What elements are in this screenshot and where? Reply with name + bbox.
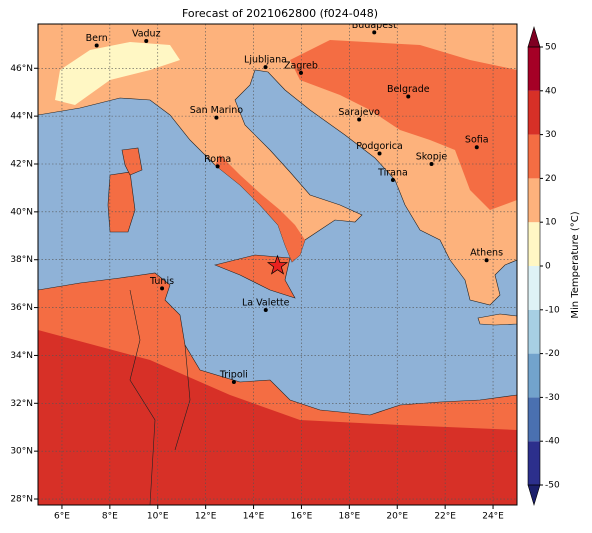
colorbar-segment bbox=[528, 309, 540, 354]
city-label: Skopje bbox=[416, 151, 448, 162]
y-tick-label: 34°N bbox=[10, 351, 33, 361]
y-tick-label: 38°N bbox=[10, 255, 33, 265]
x-tick-label: 10°E bbox=[147, 512, 169, 522]
colorbar-tick-label: 40 bbox=[545, 86, 557, 96]
alps-cool bbox=[55, 42, 180, 105]
x-tick-label: 14°E bbox=[243, 512, 265, 522]
colorbar-tick-label: -50 bbox=[545, 481, 560, 491]
colorbar-tick-label: 0 bbox=[545, 262, 551, 272]
city-dot bbox=[215, 164, 220, 169]
y-tick-label: 28°N bbox=[10, 495, 33, 505]
map-frame bbox=[37, 23, 518, 506]
city-label: Sofia bbox=[465, 135, 489, 146]
city-dot bbox=[263, 307, 268, 312]
city-label: Zagreb bbox=[284, 60, 318, 71]
border bbox=[129, 289, 156, 505]
x-tick-label: 20°E bbox=[386, 512, 408, 522]
colorbar-segment bbox=[528, 47, 540, 91]
city-label: Roma bbox=[204, 154, 231, 165]
colorbar-segment bbox=[528, 134, 540, 179]
city-label: Ljubljana bbox=[244, 55, 287, 66]
warm-balkans bbox=[290, 40, 517, 210]
africa-hot bbox=[38, 330, 517, 505]
city-dot bbox=[94, 43, 99, 48]
colorbar-tick-label: 20 bbox=[545, 174, 557, 184]
colorbar-tick-label: 50 bbox=[545, 43, 557, 53]
y-tick-label: 40°N bbox=[10, 207, 33, 217]
warm-italy bbox=[215, 155, 305, 262]
x-tick-label: 22°E bbox=[434, 512, 456, 522]
city-dot bbox=[214, 115, 219, 120]
corsica bbox=[121, 147, 143, 176]
y-tick-label: 30°N bbox=[10, 447, 33, 457]
city-dot bbox=[390, 178, 395, 183]
city-label: Tirana bbox=[377, 168, 408, 179]
location-marker bbox=[266, 254, 289, 275]
city-dot bbox=[357, 117, 362, 122]
city-dot bbox=[484, 258, 489, 263]
city-label: Podgorica bbox=[356, 141, 403, 152]
x-tick-label: 24°E bbox=[482, 512, 504, 522]
city-dot bbox=[429, 161, 434, 166]
city-label: Tunis bbox=[149, 276, 174, 287]
colorbar-segment bbox=[528, 90, 540, 135]
city-dot bbox=[231, 379, 236, 384]
colorbar-segment bbox=[528, 441, 540, 485]
x-tick-label: 16°E bbox=[291, 512, 313, 522]
city-dot bbox=[144, 38, 149, 43]
city-label: Athens bbox=[470, 248, 503, 259]
colorbar-tick-label: 30 bbox=[545, 130, 557, 140]
city-label: Sarajevo bbox=[338, 107, 380, 118]
x-tick-label: 8°E bbox=[102, 512, 118, 522]
city-label: Belgrade bbox=[387, 84, 430, 95]
sardinia bbox=[107, 171, 136, 233]
colorbar-tick-label: 10 bbox=[545, 218, 557, 228]
axes: 6°E 8°E 10°E 12°E 14°E 16°E 18°E 20°E 22°E 24°E 28… bbox=[10, 64, 504, 522]
colorbar-tick-label: -20 bbox=[545, 349, 560, 359]
city-dot bbox=[160, 286, 165, 291]
colorbar-segment bbox=[528, 178, 540, 223]
colorbar-extend-low bbox=[527, 484, 541, 507]
city-label: Budapest bbox=[352, 20, 397, 31]
colorbar-segment bbox=[528, 353, 540, 398]
x-tick-label: 12°E bbox=[195, 512, 217, 522]
border bbox=[174, 344, 191, 451]
y-tick-label: 36°N bbox=[10, 303, 33, 313]
city-dot bbox=[263, 65, 268, 70]
crete bbox=[477, 313, 517, 326]
city-dot bbox=[298, 70, 303, 75]
y-tick-label: 32°N bbox=[10, 399, 33, 409]
colorbar-label: Min Temperature (°C) bbox=[570, 211, 581, 318]
y-tick-label: 44°N bbox=[10, 112, 33, 122]
colorbar-segment bbox=[528, 222, 540, 266]
city-label: Vaduz bbox=[132, 28, 161, 39]
title: Forecast of 2021062800 (f024-048) bbox=[182, 7, 378, 20]
y-tick-label: 46°N bbox=[10, 64, 33, 74]
city-dot bbox=[406, 94, 411, 99]
colorbar: -50 -40 -30 -20 -10 0 10 20 30 40 50 bbox=[527, 25, 560, 507]
colorbar-segment bbox=[528, 397, 540, 442]
city-dot bbox=[474, 145, 479, 150]
city-label: La Valette bbox=[242, 297, 290, 308]
x-tick-label: 18°E bbox=[339, 512, 361, 522]
colorbar-tick-label: -40 bbox=[545, 437, 560, 447]
city-label: San Marino bbox=[190, 105, 243, 116]
x-tick-label: 6°E bbox=[54, 512, 70, 522]
city-dot bbox=[377, 151, 382, 156]
colorbar-extend-high bbox=[527, 25, 541, 48]
city-label: Bern bbox=[86, 33, 108, 44]
colorbar-segment bbox=[528, 266, 540, 310]
city-label: Tripoli bbox=[219, 369, 248, 380]
y-tick-label: 42°N bbox=[10, 159, 33, 169]
city-dot bbox=[372, 30, 377, 35]
colorbar-tick-label: -30 bbox=[545, 393, 560, 403]
colorbar-tick-label: -10 bbox=[545, 305, 560, 315]
